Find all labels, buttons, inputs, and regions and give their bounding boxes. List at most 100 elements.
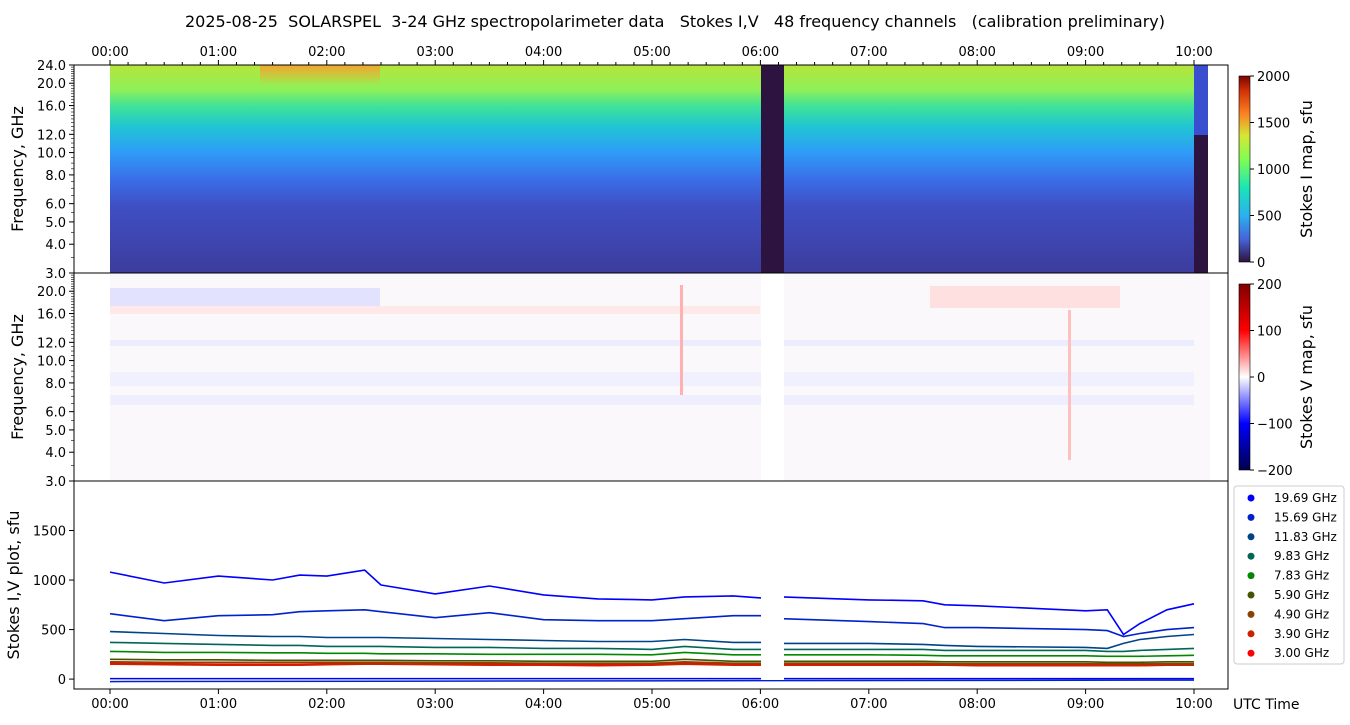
figure-title: 2025-08-25 SOLARSPEL 3-24 GHz spectropol… xyxy=(185,12,1165,31)
stokes-v-band-red xyxy=(110,306,760,314)
freq-tick-label: 3.0 xyxy=(45,267,66,282)
stokes-v-map xyxy=(73,272,1229,482)
colorbar-tick-label: −200 xyxy=(1257,464,1293,479)
top-time-tick-label: 01:00 xyxy=(200,45,237,60)
legend-label: 4.90 GHz xyxy=(1274,607,1329,621)
stokes-i-map xyxy=(73,64,1229,274)
stokes-v-band-red2 xyxy=(930,286,1120,308)
stokes-v-data-gap xyxy=(761,273,784,481)
line-plot-data-gap xyxy=(761,590,784,680)
legend-label: 11.83 GHz xyxy=(1274,530,1337,544)
freq-tick-label: 3.0 xyxy=(45,475,66,490)
stokes-i-heatmap-b xyxy=(784,65,1194,273)
freq-tick-label: 20.0 xyxy=(37,77,66,92)
series-line-7-83-GHz xyxy=(109,650,1195,658)
freq-tick-label: 6.0 xyxy=(45,406,66,421)
top-time-tick-label: 05:00 xyxy=(633,45,670,60)
stokes-v-flare-8-50 xyxy=(1068,310,1071,460)
top-time-tick-label: 00:00 xyxy=(91,45,128,60)
line-plot-frame xyxy=(73,480,1229,690)
freq-tick-label: 4.0 xyxy=(45,238,66,253)
stokes-i-end-pad xyxy=(1208,65,1211,273)
bottom-time-tick-label: 06:00 xyxy=(742,697,779,712)
top-time-tick-label: 10:00 xyxy=(1175,45,1212,60)
colorbar-tick-label: 1000 xyxy=(1257,163,1290,178)
freq-tick-label: 16.0 xyxy=(37,308,66,323)
bottom-time-tick-label: 00:00 xyxy=(91,697,128,712)
bottom-time-tick-label: 05:00 xyxy=(633,697,670,712)
sfu-tick-label: 0 xyxy=(58,673,66,688)
legend-marker xyxy=(1247,533,1255,541)
top-time-tick-label: 08:00 xyxy=(958,45,995,60)
freq-tick-label: 10.0 xyxy=(37,147,66,162)
colorbar-tick-label: 0 xyxy=(1257,256,1265,271)
series-line-3-90-GHz xyxy=(109,663,1194,667)
sfu-tick-label: 500 xyxy=(41,624,66,639)
freq-tick-label: 16.0 xyxy=(37,100,66,115)
freq-tick-label: 10.0 xyxy=(37,355,66,370)
legend: 19.69 GHz 15.69 GHz 11.83 GHz 9.83 GHz 7.83 … xyxy=(1233,485,1345,665)
freq-tick-label: 5.0 xyxy=(45,424,66,439)
series-line-4-90-GHz xyxy=(109,660,1194,665)
legend-label: 7.83 GHz xyxy=(1274,569,1329,583)
colorbar-tick-label: 100 xyxy=(1257,325,1282,340)
stokes-v-colorbar xyxy=(1238,283,1251,471)
stokes-i-end-dark xyxy=(1194,135,1210,273)
freq-tick-label: 8.0 xyxy=(45,377,66,392)
stokes-v-colorbar-label: Stokes V map, sfu xyxy=(1297,305,1316,449)
top-time-tick-label: 04:00 xyxy=(525,45,562,60)
legend-label: 3.00 GHz xyxy=(1274,646,1329,660)
bottom-time-tick-label: 04:00 xyxy=(525,697,562,712)
stokes-v-band-blue xyxy=(110,288,380,306)
legend-marker xyxy=(1247,513,1255,521)
series-line-9-83-GHz xyxy=(109,641,1195,653)
colorbar-tick-label: 1500 xyxy=(1257,117,1290,132)
legend-box xyxy=(1233,485,1345,665)
ylabel-line-plot: Stokes I,V plot, sfu xyxy=(4,511,23,660)
series-line-19-69-GHz xyxy=(109,569,1195,636)
bottom-time-tick-label: 03:00 xyxy=(416,697,453,712)
series-line-5-90-GHz xyxy=(109,658,1194,664)
series-line-3-00-GHz xyxy=(109,662,1194,666)
stokes-line-plot xyxy=(73,480,1229,690)
legend-marker xyxy=(1247,591,1255,599)
colorbar-tick-label: 500 xyxy=(1257,210,1282,225)
colorbar-tick-label: −100 xyxy=(1257,418,1293,433)
sfu-tick-label: 1500 xyxy=(33,525,66,540)
legend-marker xyxy=(1247,630,1255,638)
stokes-v-band-blue2 xyxy=(110,340,1194,346)
bottom-time-tick-label: 10:00 xyxy=(1175,697,1212,712)
top-time-tick-label: 07:00 xyxy=(850,45,887,60)
freq-tick-label: 8.0 xyxy=(45,169,66,184)
legend-marker xyxy=(1247,649,1255,657)
stokes-v-line xyxy=(109,679,1195,683)
bottom-time-tick-label: 09:00 xyxy=(1067,697,1104,712)
legend-marker xyxy=(1247,572,1255,580)
colorbar-tick-label: 200 xyxy=(1257,278,1282,293)
top-time-tick-label: 02:00 xyxy=(308,45,345,60)
bottom-time-tick-label: 08:00 xyxy=(958,697,995,712)
freq-tick-label: 6.0 xyxy=(45,198,66,213)
colorbar-tick-label: 0 xyxy=(1257,371,1265,386)
legend-label: 19.69 GHz xyxy=(1274,491,1337,505)
legend-marker xyxy=(1247,494,1255,502)
stokes-i-heatmap-a xyxy=(110,65,761,273)
freq-tick-label: 5.0 xyxy=(45,216,66,231)
bottom-time-tick-label: 02:00 xyxy=(308,697,345,712)
legend-label: 15.69 GHz xyxy=(1274,510,1337,524)
series-line-11-83-GHz xyxy=(109,630,1195,650)
xlabel-utc-time: UTC Time xyxy=(1233,697,1299,713)
legend-marker xyxy=(1247,552,1255,560)
freq-tick-label: 24.0 xyxy=(37,59,66,74)
freq-tick-label: 12.0 xyxy=(37,336,66,351)
series-line-15-69-GHz xyxy=(109,608,1195,638)
legend-label: 5.90 GHz xyxy=(1274,588,1329,602)
legend-marker xyxy=(1247,610,1255,618)
ylabel-stokes-v: Frequency, GHz xyxy=(8,314,27,440)
top-time-tick-label: 03:00 xyxy=(416,45,453,60)
sfu-tick-label: 1000 xyxy=(33,574,66,589)
stokes-i-colorbar-label: Stokes I map, sfu xyxy=(1297,100,1316,238)
legend-label: 3.90 GHz xyxy=(1274,627,1329,641)
